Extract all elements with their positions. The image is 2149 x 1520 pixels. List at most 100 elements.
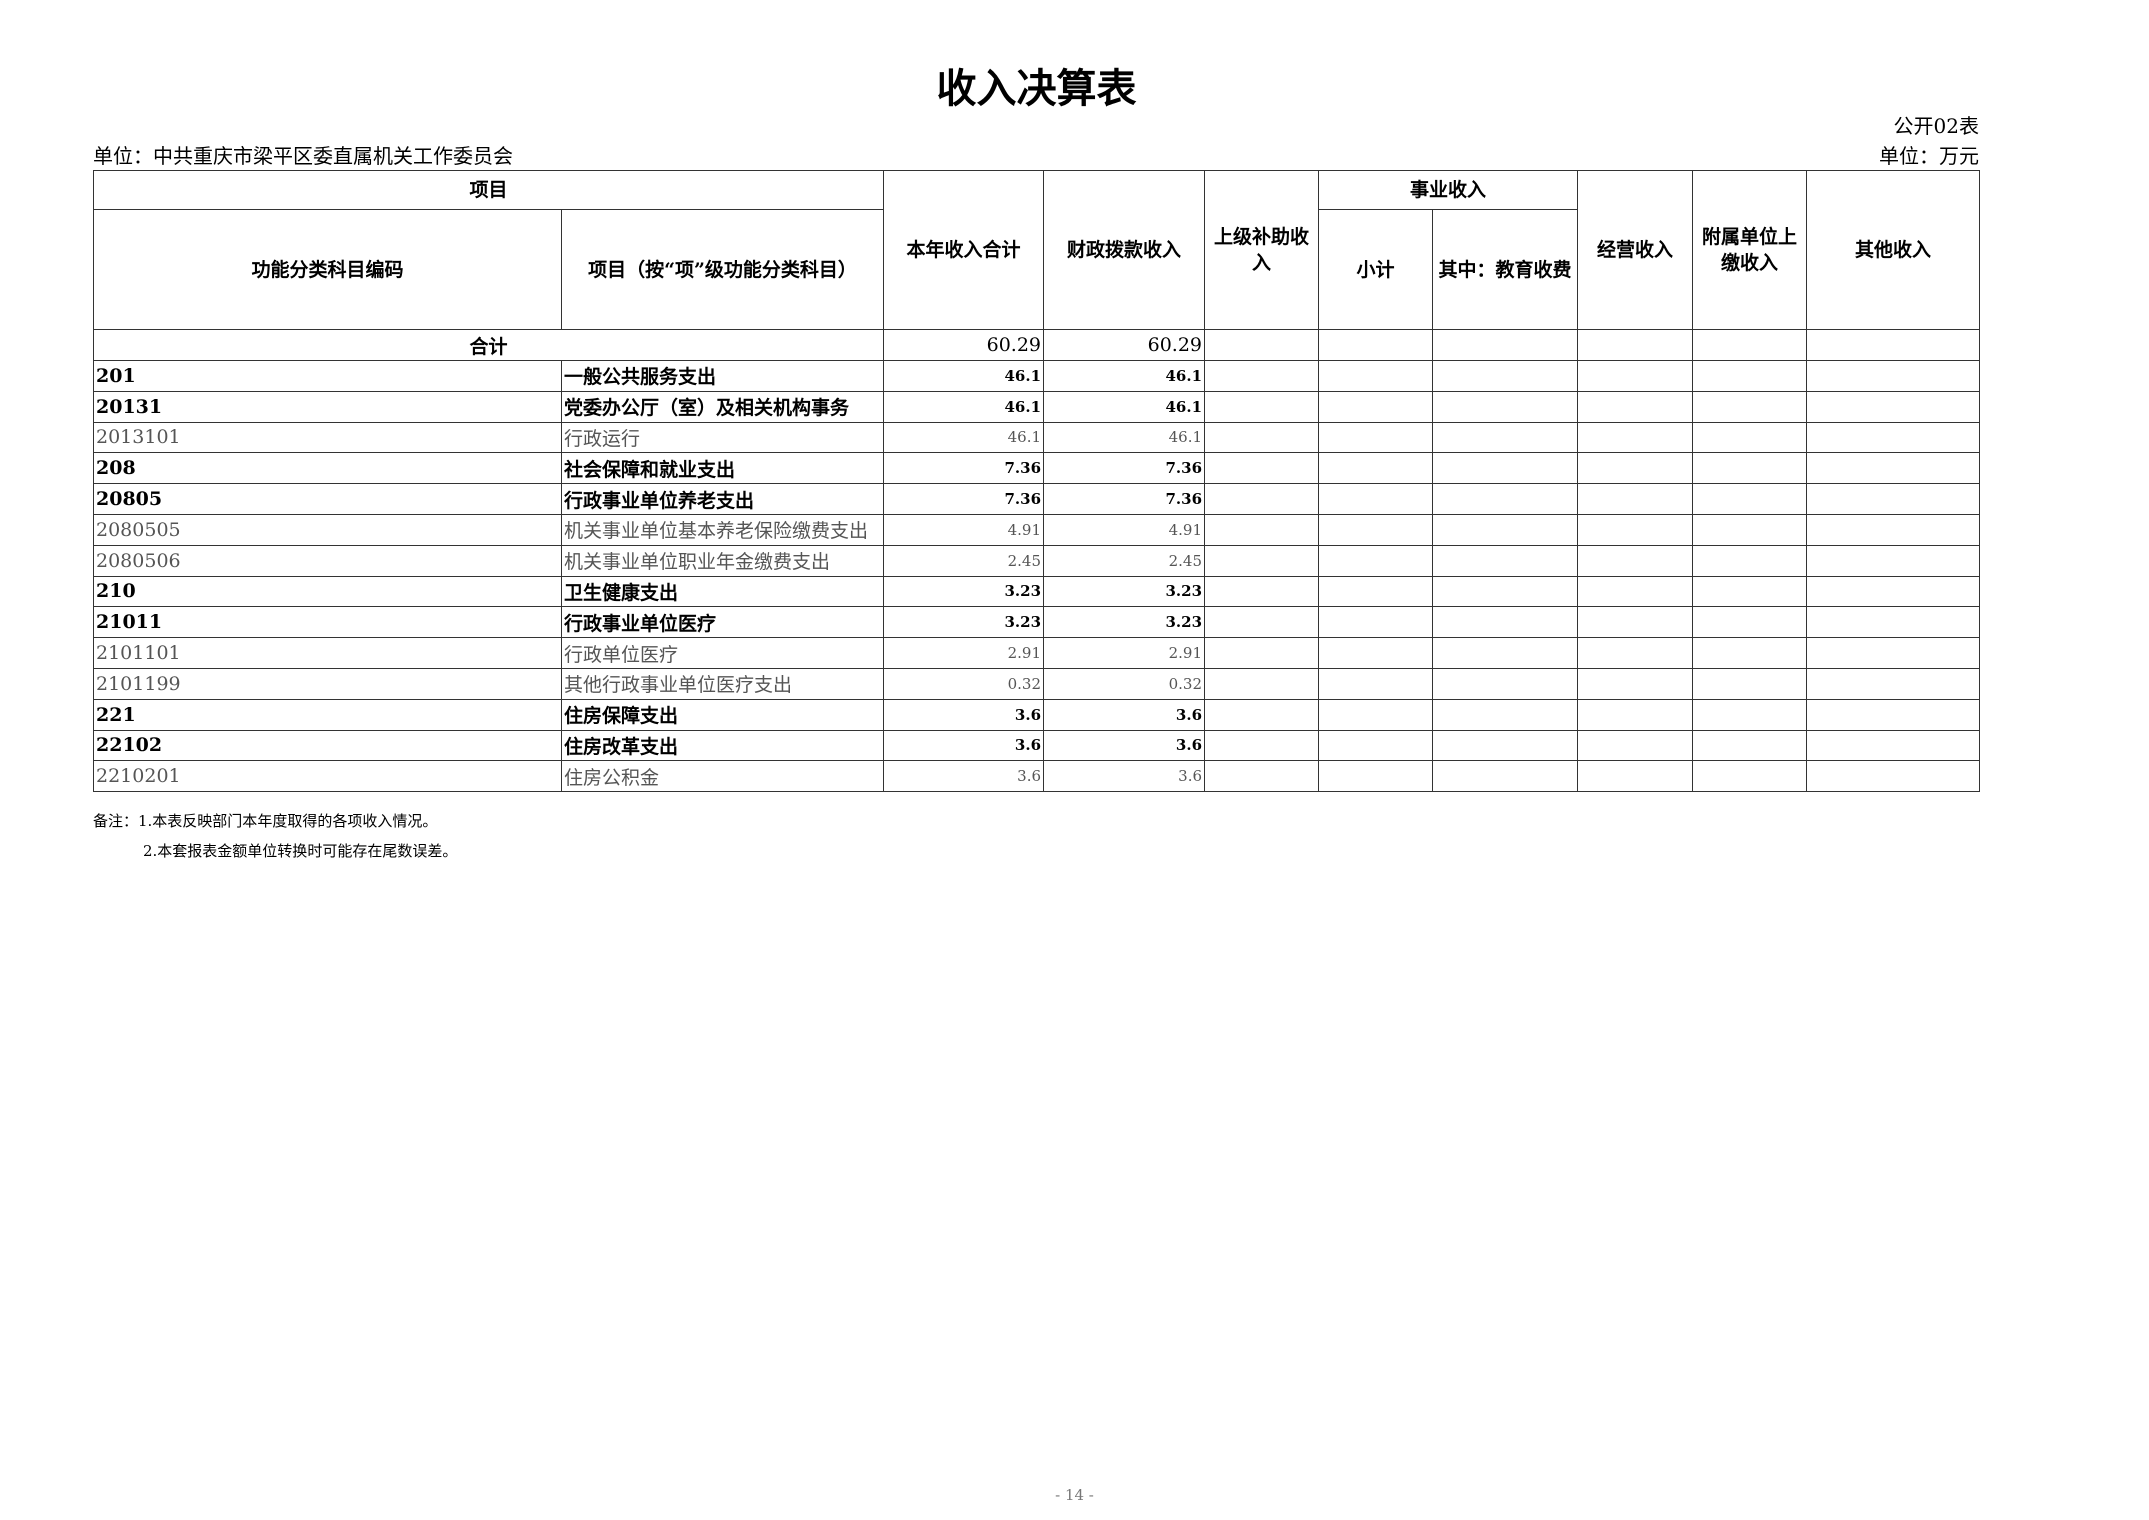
empty-cell — [1577, 637, 1694, 669]
row-name: 卫生健康支出 — [560, 575, 885, 608]
empty-cell — [1432, 729, 1579, 762]
empty-cell — [1577, 760, 1694, 793]
empty-cell — [1432, 360, 1579, 392]
empty-cell — [1692, 667, 1808, 700]
header-affiliated: 附属单位上缴收入 — [1692, 170, 1808, 330]
empty-cell — [1577, 452, 1694, 485]
empty-cell — [1806, 452, 1981, 485]
row-code: 2210201 — [93, 760, 562, 793]
empty-cell — [1204, 760, 1320, 793]
table-row: 20805 行政事业单位养老支出 7.36 7.36 — [93, 483, 1981, 515]
empty-cell — [1806, 606, 1981, 639]
empty-cell — [1318, 606, 1434, 639]
header-name: 项目（按“项”级功能分类科目） — [560, 209, 885, 330]
form-number: 公开02表 — [1893, 114, 1979, 138]
header-item: 项目 — [92, 170, 885, 210]
row-total: 7.36 — [883, 452, 1045, 485]
empty-cell — [1577, 513, 1694, 546]
empty-cell — [1318, 729, 1434, 762]
empty-cell — [1432, 513, 1579, 546]
row-total: 46.1 — [883, 390, 1045, 423]
row-fiscal: 4.91 — [1043, 513, 1206, 546]
empty-cell — [1204, 452, 1320, 485]
row-fiscal: 3.23 — [1043, 575, 1206, 608]
empty-cell — [1432, 760, 1579, 793]
empty-cell — [1577, 698, 1694, 731]
row-code: 210 — [93, 575, 562, 608]
table-row: 208 社会保障和就业支出 7.36 7.36 — [93, 452, 1981, 485]
row-code: 201 — [93, 360, 562, 392]
empty-cell — [1204, 575, 1320, 608]
table-row: 2210201 住房公积金 3.6 3.6 — [93, 760, 1981, 793]
empty-cell — [1806, 760, 1981, 793]
header-fiscal: 财政拨款收入 — [1043, 170, 1206, 330]
unit-money: 单位：万元 — [1879, 144, 1979, 168]
empty-cell — [1692, 513, 1808, 546]
empty-cell — [1432, 390, 1579, 423]
empty-cell — [1318, 667, 1434, 700]
empty-cell — [1577, 390, 1694, 423]
empty-cell — [1577, 483, 1694, 515]
empty-cell — [1432, 421, 1579, 454]
empty-cell — [1577, 729, 1694, 762]
empty-cell — [1806, 421, 1981, 454]
empty-cell — [1577, 606, 1694, 639]
row-fiscal: 3.6 — [1043, 729, 1206, 762]
row-code: 221 — [93, 698, 562, 731]
row-fiscal: 7.36 — [1043, 483, 1206, 515]
table-row: 22102 住房改革支出 3.6 3.6 — [93, 729, 1981, 762]
row-name: 一般公共服务支出 — [560, 360, 885, 392]
row-fiscal: 46.1 — [1043, 421, 1206, 454]
empty-cell — [1318, 360, 1434, 392]
empty-cell — [1204, 637, 1320, 669]
empty-cell — [1318, 637, 1434, 669]
empty-cell — [1806, 513, 1981, 546]
table-row: 2080505 机关事业单位基本养老保险缴费支出 4.91 4.91 — [93, 513, 1981, 546]
empty-cell — [1577, 360, 1694, 392]
empty-cell — [1432, 698, 1579, 731]
empty-cell — [1806, 544, 1981, 577]
table-row: 2080506 机关事业单位职业年金缴费支出 2.45 2.45 — [93, 544, 1981, 577]
empty-cell — [1432, 483, 1579, 515]
empty-cell — [1806, 360, 1981, 392]
empty-cell — [1692, 544, 1808, 577]
page-number: - 14 - — [1055, 1486, 1094, 1504]
empty-cell — [1318, 452, 1434, 485]
empty-cell — [1692, 760, 1808, 793]
empty-cell — [1204, 421, 1320, 454]
row-name: 机关事业单位基本养老保险缴费支出 — [560, 513, 885, 546]
income-table: 项目 本年收入合计 财政拨款收入 上级补助收入 事业收入 经营收入 附属单位上缴… — [92, 170, 1981, 793]
empty-cell — [1318, 513, 1434, 546]
empty-cell — [1318, 390, 1434, 423]
total-fiscal: 60.29 — [1043, 329, 1206, 361]
table-row: 21011 行政事业单位医疗 3.23 3.23 — [93, 606, 1981, 639]
empty-cell — [1806, 390, 1981, 423]
row-total: 4.91 — [883, 513, 1045, 546]
row-fiscal: 3.23 — [1043, 606, 1206, 639]
empty-cell — [1692, 390, 1808, 423]
empty-cell — [1806, 637, 1981, 669]
row-total: 2.91 — [883, 637, 1045, 669]
empty-cell — [1692, 360, 1808, 392]
empty-cell — [1432, 667, 1579, 700]
empty-cell — [1806, 575, 1981, 608]
row-fiscal: 3.6 — [1043, 698, 1206, 731]
empty-cell — [1318, 575, 1434, 608]
row-code: 2080506 — [93, 544, 562, 577]
empty-cell — [1204, 698, 1320, 731]
row-name: 机关事业单位职业年金缴费支出 — [560, 544, 885, 577]
empty-cell — [1692, 483, 1808, 515]
row-total: 3.6 — [883, 729, 1045, 762]
table-row: 2101101 行政单位医疗 2.91 2.91 — [93, 637, 1981, 669]
empty-cell — [1432, 637, 1579, 669]
empty-cell — [1692, 575, 1808, 608]
row-fiscal: 3.6 — [1043, 760, 1206, 793]
row-name: 住房改革支出 — [560, 729, 885, 762]
header-total: 本年收入合计 — [883, 170, 1045, 330]
empty-cell — [1577, 421, 1694, 454]
empty-cell — [1577, 575, 1694, 608]
row-fiscal: 46.1 — [1043, 360, 1206, 392]
row-total: 46.1 — [883, 421, 1045, 454]
row-name: 其他行政事业单位医疗支出 — [560, 667, 885, 700]
empty-cell — [1432, 452, 1579, 485]
